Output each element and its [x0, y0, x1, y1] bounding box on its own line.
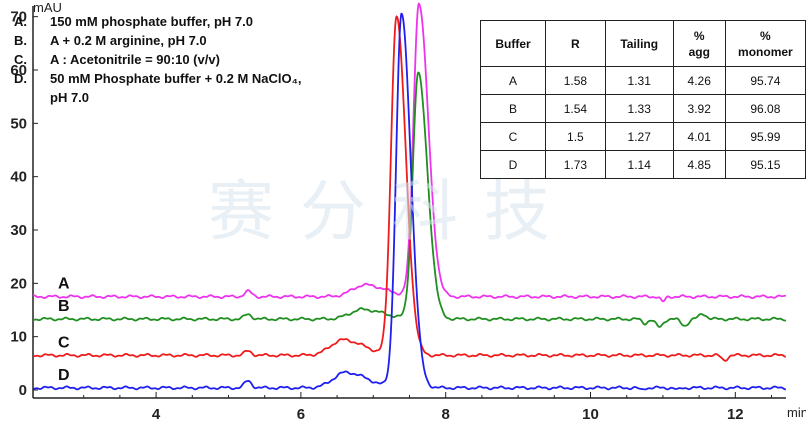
series-line-C — [32, 15, 786, 362]
x-tick-label: 12 — [727, 406, 744, 423]
legend-text: 50 mM Phosphate buffer + 0.2 M NaClO₄, pH… — [50, 69, 301, 107]
table-cell: 96.08 — [724, 94, 806, 123]
table-header-text: Tailing — [620, 36, 659, 51]
table-cell: 1.33 — [604, 94, 674, 123]
conditions-legend: A. 150 mM phosphate buffer, pH 7.0 B. A + 0… — [14, 12, 301, 107]
table-cell: 4.01 — [672, 122, 726, 151]
table-cell: 1.58 — [545, 66, 606, 95]
table-header-text: monomer — [738, 44, 793, 59]
legend-key: C. — [14, 52, 27, 67]
y-tick-label: 30 — [10, 222, 27, 239]
table-row: C 1.5 1.27 4.01 95.99 — [479, 122, 806, 151]
y-tick-label: 20 — [10, 275, 27, 292]
table-header-row: Buffer R Tailing% agg% monomer — [479, 20, 806, 67]
x-unit-label: min — [787, 405, 806, 420]
table-row: B 1.54 1.33 3.92 96.08 — [479, 94, 806, 123]
table-header-cell: % monomer — [724, 20, 806, 67]
chart-axes: 0 10 20 30 40 50 60 70 4 6 8 10 12 mAU min — [10, 0, 806, 423]
table-header-text: % — [760, 28, 771, 43]
y-tick-label: 0 — [19, 382, 27, 399]
table-header-cell: Tailing — [604, 20, 674, 67]
chart-traces — [32, 2, 787, 391]
table-cell: 1.27 — [604, 122, 674, 151]
legend-text: A + 0.2 M arginine, pH 7.0 — [50, 31, 207, 50]
table-row: D 1.73 1.14 4.85 95.15 — [479, 150, 806, 179]
table-cell: 1.5 — [545, 122, 606, 151]
table-cell: 4.85 — [672, 150, 726, 179]
table-cell: A — [479, 66, 547, 95]
table-cell: 95.15 — [724, 150, 806, 179]
y-tick-label: 50 — [10, 115, 27, 132]
legend-text-line: 150 mM phosphate buffer, pH 7.0 — [50, 14, 253, 29]
legend-text-line: pH 7.0 — [50, 90, 90, 105]
table-cell: C — [479, 122, 547, 151]
legend-item: A. 150 mM phosphate buffer, pH 7.0 — [14, 12, 301, 31]
table-cell: 1.73 — [545, 150, 606, 179]
legend-key: A. — [14, 14, 27, 29]
table-header-cell: R — [545, 20, 606, 67]
table-header-cell: Buffer — [479, 20, 547, 67]
legend-key: B. — [14, 33, 27, 48]
table-cell: 1.54 — [545, 94, 606, 123]
legend-text-line: A + 0.2 M arginine, pH 7.0 — [50, 33, 207, 48]
table-cell: 3.92 — [672, 94, 726, 123]
table-cell: 1.31 — [604, 66, 674, 95]
x-tick-label: 4 — [152, 406, 161, 423]
x-tick-label: 10 — [582, 406, 599, 423]
x-tick-label: 6 — [297, 406, 305, 423]
legend-text: A : Acetonitrile = 90:10 (v/v) — [50, 50, 220, 69]
x-tick-label: 8 — [442, 406, 450, 423]
y-tick-label: 40 — [10, 169, 27, 186]
table-cell: 95.74 — [724, 66, 806, 95]
results-table: Buffer R Tailing% agg% monomer A 1.58 1.31 4.26… — [479, 20, 806, 179]
series-label-B: B — [58, 298, 70, 315]
legend-item: D. 50 mM Phosphate buffer + 0.2 M NaClO₄,… — [14, 69, 301, 107]
legend-key: D. — [14, 71, 27, 86]
y-tick-label: 10 — [10, 329, 27, 346]
series-label-D: D — [58, 367, 70, 384]
table-cell: D — [479, 150, 547, 179]
table-cell: 95.99 — [724, 122, 806, 151]
legend-text: 150 mM phosphate buffer, pH 7.0 — [50, 12, 253, 31]
watermark: 赛分科技 — [208, 173, 576, 250]
table-cell: 1.14 — [604, 150, 674, 179]
table-body: A 1.58 1.31 4.26 95.74 B 1.54 1.33 3.92 96.08 C 1.5… — [479, 66, 806, 179]
series-label-A: A — [58, 276, 70, 293]
legend-item: C. A : Acetonitrile = 90:10 (v/v) — [14, 50, 301, 69]
series-label-C: C — [58, 334, 70, 351]
trace-labels: AB CD — [58, 276, 70, 384]
y-tick-label: 60 — [10, 62, 27, 79]
table-header-text: Buffer — [495, 36, 531, 51]
legend-item: B. A + 0.2 M arginine, pH 7.0 — [14, 31, 301, 50]
table-header-cell: % agg — [672, 20, 726, 67]
table-cell: 4.26 — [672, 66, 726, 95]
table-row: A 1.58 1.31 4.26 95.74 — [479, 66, 806, 95]
series-line-D — [32, 12, 786, 391]
table-cell: B — [479, 94, 547, 123]
legend-text-line: A : Acetonitrile = 90:10 (v/v) — [50, 52, 220, 67]
table-header-text: agg — [688, 44, 710, 59]
legend-text-line: 50 mM Phosphate buffer + 0.2 M NaClO₄, — [50, 71, 302, 86]
table-header-text: % — [693, 28, 705, 43]
table-header-text: R — [571, 36, 580, 51]
series-line-B — [33, 71, 787, 328]
y-unit-label: mAU — [33, 0, 62, 15]
y-tick-label: 70 — [10, 9, 27, 26]
